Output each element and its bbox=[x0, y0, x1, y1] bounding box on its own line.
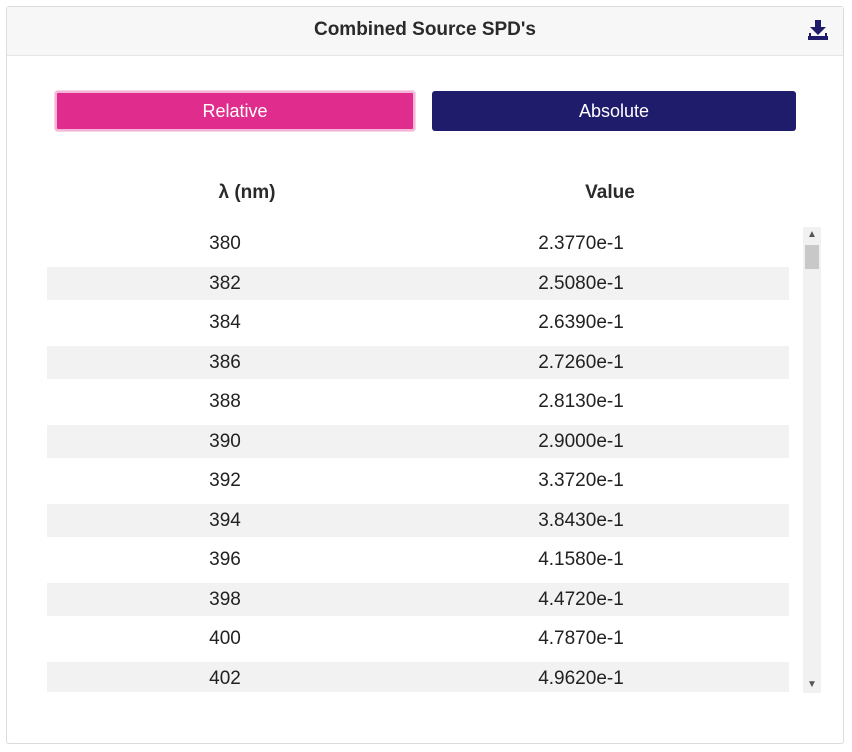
table-row: 396 4.1580e-1 bbox=[47, 543, 789, 577]
table-row: 394 3.8430e-1 bbox=[47, 503, 789, 537]
table-row: 384 2.6390e-1 bbox=[47, 306, 789, 340]
value-cell: 4.4720e-1 bbox=[538, 588, 624, 610]
table-scrollbar[interactable]: ▲ ▼ bbox=[803, 227, 821, 693]
table-row: 382 2.5080e-1 bbox=[47, 266, 789, 300]
value-cell: 3.3720e-1 bbox=[538, 470, 624, 491]
download-button[interactable] bbox=[807, 19, 829, 41]
value-cell: 2.8130e-1 bbox=[538, 391, 624, 412]
wavelength-cell: 380 bbox=[209, 233, 241, 254]
wavelength-cell: 392 bbox=[209, 470, 241, 491]
panel-header: Combined Source SPD's bbox=[7, 7, 843, 56]
wavelength-cell: 388 bbox=[209, 391, 241, 412]
wavelength-cell: 384 bbox=[209, 312, 241, 333]
table-row: 402 4.9620e-1 bbox=[47, 661, 789, 692]
table-row: 392 3.3720e-1 bbox=[47, 464, 789, 498]
value-cell: 3.8430e-1 bbox=[538, 509, 624, 531]
scroll-up-arrow-icon[interactable]: ▲ bbox=[807, 229, 817, 240]
value-cell: 4.9620e-1 bbox=[538, 667, 624, 689]
relative-button[interactable]: Relative bbox=[55, 91, 415, 131]
wavelength-cell: 396 bbox=[209, 549, 241, 570]
wavelength-cell: 398 bbox=[209, 588, 241, 610]
value-cell: 2.9000e-1 bbox=[538, 430, 624, 452]
table-row: 386 2.7260e-1 bbox=[47, 345, 789, 379]
table-row: 398 4.4720e-1 bbox=[47, 582, 789, 616]
wavelength-cell: 394 bbox=[209, 509, 241, 531]
spd-panel: Combined Source SPD's Relative Absolute … bbox=[6, 6, 844, 744]
value-cell: 4.7870e-1 bbox=[538, 628, 624, 649]
wavelength-cell: 382 bbox=[209, 272, 241, 294]
wavelength-cell: 390 bbox=[209, 430, 241, 452]
value-cell: 2.6390e-1 bbox=[538, 312, 624, 333]
wavelength-cell: 402 bbox=[209, 667, 241, 689]
spd-table: 380 2.3770e-1 382 2.5080e-1 384 2.6390e-… bbox=[47, 227, 789, 692]
table-row: 390 2.9000e-1 bbox=[47, 424, 789, 458]
table-row: 380 2.3770e-1 bbox=[47, 227, 789, 261]
column-header-value: Value bbox=[585, 182, 635, 203]
value-cell: 2.7260e-1 bbox=[538, 351, 624, 373]
value-cell: 2.5080e-1 bbox=[538, 272, 624, 294]
wavelength-cell: 400 bbox=[209, 628, 241, 649]
value-cell: 4.1580e-1 bbox=[538, 549, 624, 570]
scroll-down-arrow-icon[interactable]: ▼ bbox=[807, 679, 817, 690]
value-cell: 2.3770e-1 bbox=[538, 233, 624, 254]
panel-title: Combined Source SPD's bbox=[313, 19, 536, 40]
table-row: 400 4.7870e-1 bbox=[47, 622, 789, 656]
wavelength-cell: 386 bbox=[209, 351, 241, 373]
column-header-wavelength: λ (nm) bbox=[218, 182, 276, 203]
table-row: 388 2.8130e-1 bbox=[47, 385, 789, 419]
scroll-thumb[interactable] bbox=[805, 245, 819, 269]
absolute-button[interactable]: Absolute bbox=[432, 91, 796, 131]
download-icon bbox=[808, 20, 828, 40]
